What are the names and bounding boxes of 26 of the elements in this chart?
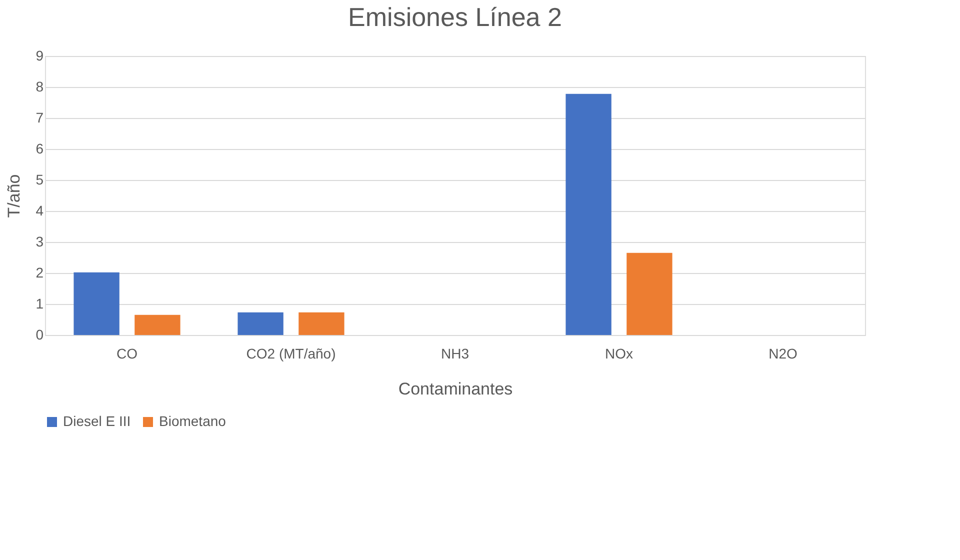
bar	[74, 272, 120, 335]
legend-label: Biometano	[159, 413, 226, 429]
x-tick-label: NOx	[605, 346, 633, 362]
legend-label: Diesel E III	[63, 413, 131, 429]
y-tick-label: 4	[36, 202, 44, 218]
chart-title: Emisiones Línea 2	[348, 2, 562, 32]
x-tick-label: NH3	[440, 346, 470, 362]
y-tick-label: 1	[36, 296, 44, 312]
bar	[298, 312, 344, 335]
x-tick-label: CO2 (MT/año)	[246, 346, 336, 362]
bar	[626, 252, 672, 335]
y-tick-label: 5	[36, 172, 44, 188]
y-tick-label: 2	[36, 264, 44, 280]
y-tick-label: 8	[36, 78, 44, 94]
x-tick-label: CO	[116, 346, 138, 362]
y-tick-label: 6	[36, 140, 44, 156]
bar	[238, 312, 284, 335]
bar	[134, 314, 180, 335]
bar	[566, 94, 612, 335]
y-tick-label: 7	[36, 110, 44, 126]
x-axis-title: Contaminantes	[398, 380, 513, 398]
y-tick-label: 0	[36, 326, 44, 342]
y-tick-label: 9	[36, 48, 44, 64]
y-axis-title: T/año	[4, 174, 24, 218]
x-tick-label: N2O	[768, 346, 798, 362]
y-tick-label: 3	[36, 234, 44, 250]
